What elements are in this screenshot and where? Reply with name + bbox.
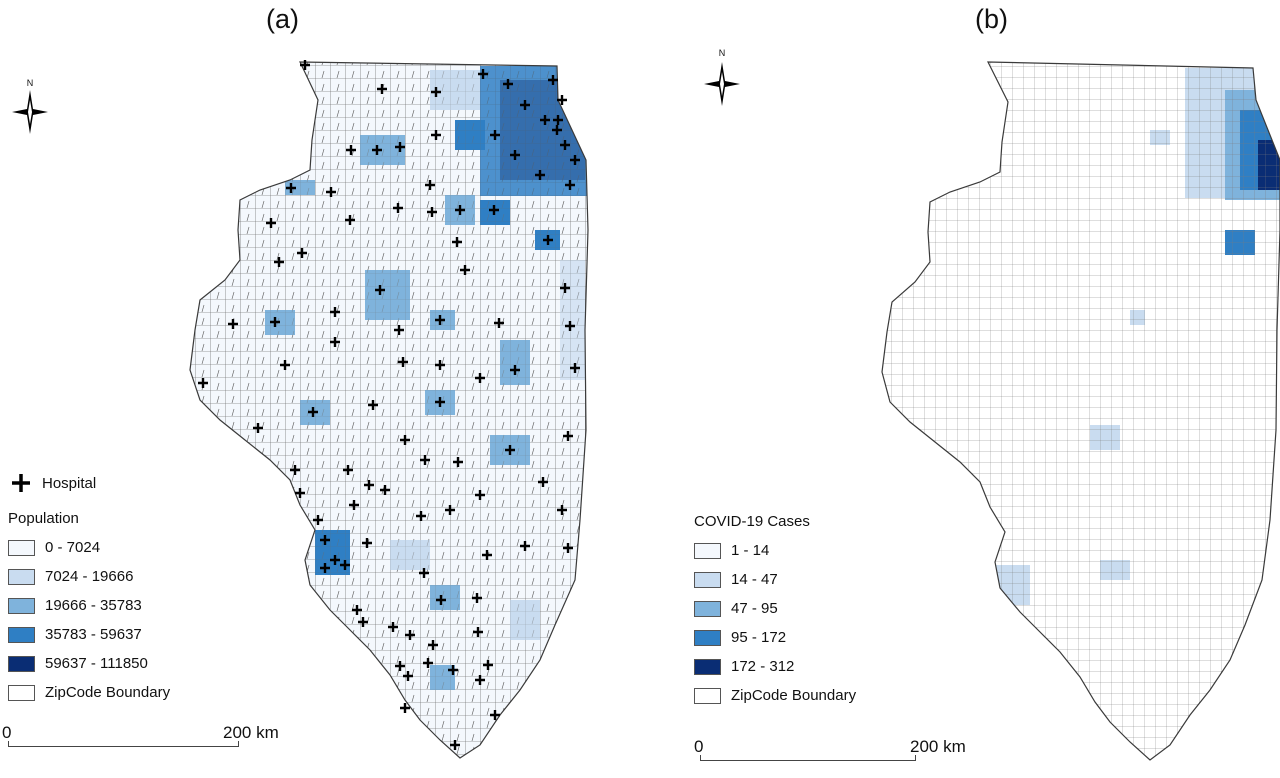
cases-legend: COVID-19 Cases 1 - 14 14 - 47 47 - 95 95 - … [694, 513, 856, 710]
cases-legend-label: ZipCode Boundary [731, 687, 857, 704]
scale-a-start: 0 [2, 723, 12, 742]
population-legend: Population 0 - 7024 7024 - 19666 19666 - 3… [8, 510, 170, 707]
population-legend-label: 0 - 7024 [45, 539, 101, 556]
map-b [881, 61, 1280, 761]
scale-a-end: 200 km [223, 723, 279, 742]
cases-legend-item: 14 - 47 [694, 565, 856, 594]
population-legend-swatch [8, 655, 35, 672]
hospital-legend-label: Hospital [42, 474, 97, 492]
cases-legend-swatch [694, 629, 721, 646]
population-legend-item: 35783 - 59637 [8, 620, 170, 649]
population-legend-label: ZipCode Boundary [45, 684, 171, 701]
population-legend-swatch [8, 568, 35, 585]
population-legend-label: 59637 - 111850 [45, 655, 148, 672]
scale-b-end: 200 km [910, 737, 966, 756]
cases-legend-swatch [694, 600, 721, 617]
cases-legend-item: ZipCode Boundary [694, 681, 856, 710]
map-a [189, 60, 589, 759]
hospital-markers [198, 60, 580, 750]
population-legend-swatch [8, 626, 35, 643]
cases-legend-swatch [694, 658, 721, 675]
cases-legend-item: 1 - 14 [694, 536, 856, 565]
cases-legend-label: 47 - 95 [731, 600, 778, 617]
north-letter-b: N [718, 48, 726, 58]
north-arrow-star-b [704, 62, 740, 106]
cases-legend-swatch [694, 571, 721, 588]
population-legend-item: 0 - 7024 [8, 533, 170, 562]
population-legend-label: 35783 - 59637 [45, 626, 142, 643]
cases-legend-item: 95 - 172 [694, 623, 856, 652]
cases-legend-label: 1 - 14 [731, 542, 770, 559]
hospital-legend: Hospital [10, 472, 96, 494]
cases-legend-swatch [694, 542, 721, 559]
population-legend-item: 59637 - 111850 [8, 649, 170, 678]
population-legend-swatch [8, 597, 35, 614]
cases-legend-rows: 1 - 14 14 - 47 47 - 95 95 - 172 172 - 312 Zip… [694, 536, 856, 710]
cases-legend-item: 172 - 312 [694, 652, 856, 681]
cases-legend-label: 95 - 172 [731, 629, 787, 646]
population-legend-swatch [8, 539, 35, 556]
population-legend-item: 19666 - 35783 [8, 591, 170, 620]
population-legend-item: 7024 - 19666 [8, 562, 170, 591]
population-legend-title: Population [8, 510, 79, 527]
population-legend-swatch [8, 684, 35, 701]
panel-a-label: (a) [266, 4, 299, 34]
north-indicator-a: N [6, 78, 54, 88]
cases-legend-label: 14 - 47 [731, 571, 778, 588]
hospital-cross-icon [12, 474, 30, 492]
north-arrow-star-a [12, 90, 48, 134]
population-legend-rows: 0 - 7024 7024 - 19666 19666 - 35783 35783 -… [8, 533, 170, 707]
cases-legend-item: 47 - 95 [694, 594, 856, 623]
population-legend-item: ZipCode Boundary [8, 678, 170, 707]
panel-b-label: (b) [975, 4, 1008, 34]
cases-legend-label: 172 - 312 [731, 658, 795, 675]
north-letter-a: N [26, 78, 34, 88]
population-legend-label: 19666 - 35783 [45, 597, 142, 614]
population-legend-label: 7024 - 19666 [45, 568, 134, 585]
scale-b-start: 0 [694, 737, 704, 756]
cases-legend-title: COVID-19 Cases [694, 513, 810, 530]
cases-legend-swatch [694, 687, 721, 704]
north-indicator-b: N [698, 48, 746, 58]
